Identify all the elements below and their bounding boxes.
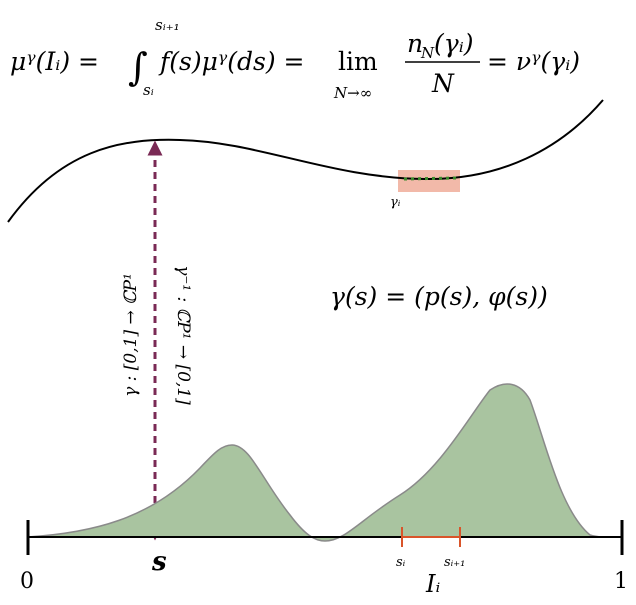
eq-lhs: μᵞ(Iᵢ) = [10, 47, 99, 76]
eq-num: n [407, 29, 423, 58]
map-forward: γ : [0,1] → ℂP¹ [121, 273, 141, 397]
eq-lim: lim [338, 47, 378, 76]
interval-end: sᵢ₊₁ [444, 555, 465, 570]
highlight-box [398, 170, 460, 192]
interval-label: Iᵢ [425, 570, 440, 598]
eq-rhs: = νᵞ(γᵢ) [487, 47, 580, 76]
curve [7, 99, 604, 223]
eq-num-arg: (γᵢ) [434, 29, 473, 58]
eq-lower: sᵢ [143, 81, 154, 99]
eq-den: N [431, 69, 455, 98]
gamma-def: γ(s) = (p(s), φ(s)) [330, 282, 548, 311]
axis-start: 0 [20, 569, 34, 594]
density-area [27, 383, 623, 542]
eq-upper: sᵢ₊₁ [155, 16, 180, 34]
eq-integral: ∫ [128, 45, 148, 89]
curve-label: γᵢ [390, 195, 401, 210]
equation: μᵞ(Iᵢ) = ∫ sᵢ₊₁ sᵢ f(s)μᵞ(ds) = lim N→∞ … [10, 16, 580, 102]
axis-end-label: 1 [614, 569, 628, 594]
eq-num-sub: N [420, 44, 435, 62]
map-inverse: γ⁻¹ : ℂP¹ → [0,1] [173, 265, 193, 405]
interval-start: sᵢ [396, 555, 406, 570]
eq-lim-sub: N→∞ [333, 84, 372, 102]
eq-integrand: f(s)μᵞ(ds) = [158, 47, 304, 76]
point-label: s [151, 547, 167, 577]
curve-segment [403, 176, 457, 181]
